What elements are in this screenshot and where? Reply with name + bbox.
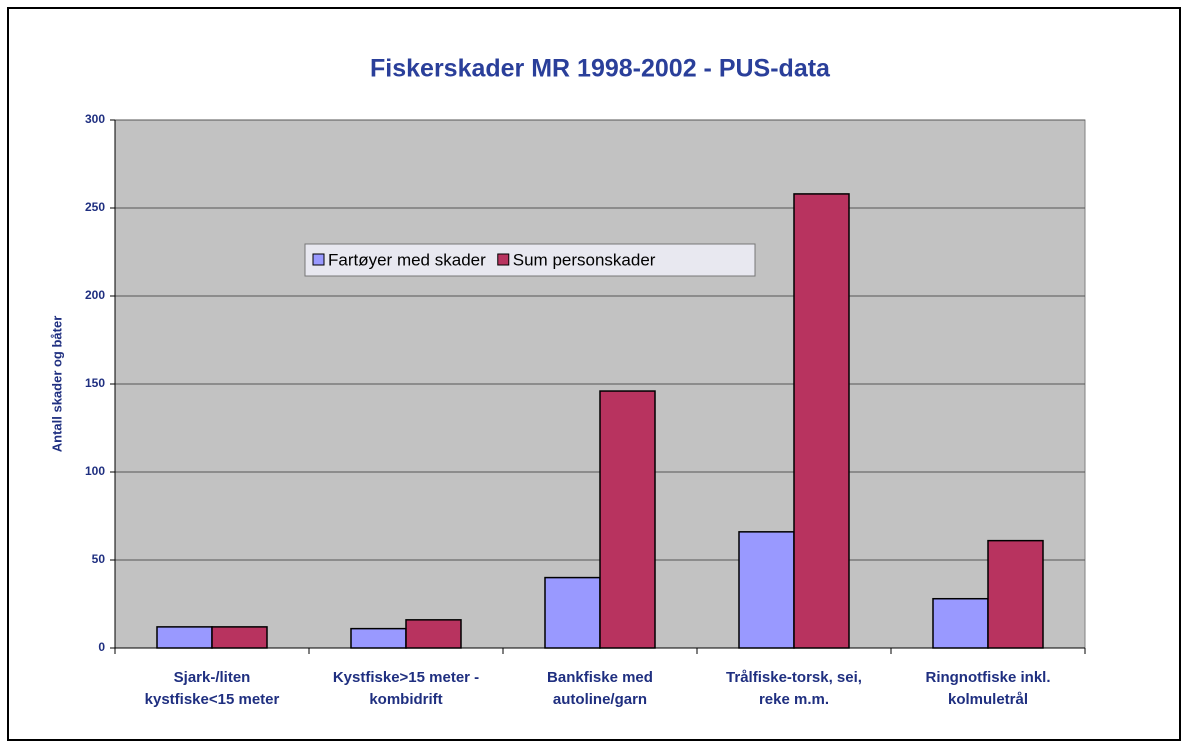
bar	[599, 390, 656, 649]
chart-title: Fiskerskader MR 1998-2002 - PUS-data	[370, 55, 831, 83]
x-tick-label: autoline/garn	[553, 691, 647, 708]
y-tick-label: 200	[85, 288, 105, 302]
y-tick-label: 0	[98, 640, 105, 654]
y-tick-label: 50	[92, 552, 106, 566]
bar	[793, 193, 850, 649]
legend-swatch	[497, 253, 510, 266]
x-tick-label: kolmuletrål	[948, 691, 1028, 708]
x-tick-label: Trålfiske-torsk, sei,	[726, 669, 862, 686]
x-tick-label: Kystfiske>15 meter -	[333, 669, 479, 686]
bar	[738, 531, 795, 649]
bar	[405, 619, 462, 649]
x-tick-label: Bankfiske med	[547, 669, 653, 686]
y-tick-label: 300	[85, 112, 105, 126]
bar	[211, 626, 268, 649]
y-tick-label: 250	[85, 200, 105, 214]
x-tick-label: Sjark-/liten	[174, 669, 251, 686]
x-tick-label: Ringnotfiske inkl.	[925, 669, 1050, 686]
legend-label: Fartøyer med skader	[328, 250, 486, 269]
legend-box	[304, 243, 756, 277]
legend-label: Sum personskader	[513, 250, 656, 269]
y-tick-label: 150	[85, 376, 105, 390]
bar	[350, 627, 407, 649]
y-axis-label: Antall skader og båter	[49, 316, 64, 453]
bar	[156, 626, 213, 649]
bar	[987, 539, 1044, 649]
bar	[544, 576, 601, 649]
legend-swatch	[312, 253, 325, 266]
x-tick-label: kombidrift	[369, 691, 442, 708]
x-tick-label: kystfiske<15 meter	[145, 691, 280, 708]
bar	[932, 597, 989, 649]
x-tick-label: reke m.m.	[759, 691, 829, 708]
y-tick-label: 100	[85, 464, 105, 478]
